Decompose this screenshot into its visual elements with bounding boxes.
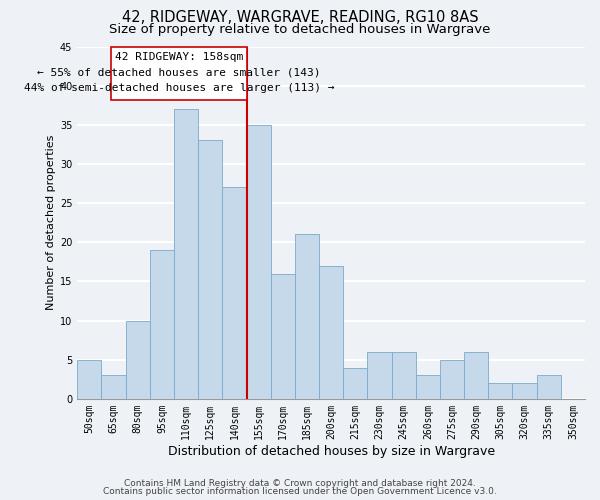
Bar [295, 234, 319, 399]
Bar [343, 368, 367, 399]
Bar [512, 383, 536, 399]
Bar [223, 188, 247, 399]
Bar [101, 376, 125, 399]
Bar [125, 320, 150, 399]
Bar [319, 266, 343, 399]
Bar [392, 352, 416, 399]
Bar [150, 250, 174, 399]
Text: Contains HM Land Registry data © Crown copyright and database right 2024.: Contains HM Land Registry data © Crown c… [124, 478, 476, 488]
Text: 42 RIDGEWAY: 158sqm: 42 RIDGEWAY: 158sqm [115, 52, 243, 62]
Text: Size of property relative to detached houses in Wargrave: Size of property relative to detached ho… [109, 22, 491, 36]
Bar [416, 376, 440, 399]
Text: 44% of semi-detached houses are larger (113) →: 44% of semi-detached houses are larger (… [23, 84, 334, 94]
Text: ← 55% of detached houses are smaller (143): ← 55% of detached houses are smaller (14… [37, 68, 320, 78]
Bar [174, 109, 198, 399]
X-axis label: Distribution of detached houses by size in Wargrave: Distribution of detached houses by size … [167, 444, 494, 458]
FancyBboxPatch shape [111, 46, 247, 100]
Bar [488, 383, 512, 399]
Bar [247, 125, 271, 399]
Bar [77, 360, 101, 399]
Bar [440, 360, 464, 399]
Bar [464, 352, 488, 399]
Bar [271, 274, 295, 399]
Y-axis label: Number of detached properties: Number of detached properties [46, 135, 56, 310]
Text: Contains public sector information licensed under the Open Government Licence v3: Contains public sector information licen… [103, 487, 497, 496]
Bar [367, 352, 392, 399]
Text: 42, RIDGEWAY, WARGRAVE, READING, RG10 8AS: 42, RIDGEWAY, WARGRAVE, READING, RG10 8A… [122, 10, 478, 25]
Bar [198, 140, 223, 399]
Bar [536, 376, 561, 399]
